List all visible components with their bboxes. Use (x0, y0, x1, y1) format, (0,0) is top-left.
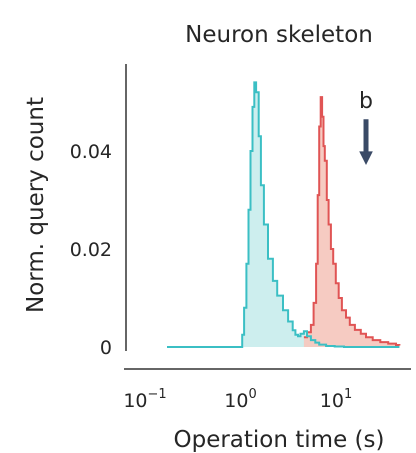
y-tick-label: 0.02 (70, 239, 112, 261)
y-tick-labels: 0 0.02 0.04 (70, 141, 112, 359)
x-tick-label: 101 (320, 387, 352, 412)
series-red-area (303, 97, 400, 347)
series-red-line (303, 96, 401, 346)
y-tick-label: 0.04 (70, 141, 112, 163)
x-tick-label: 10−1 (123, 387, 166, 412)
x-tick-label: 100 (224, 387, 256, 412)
chart-title: Neuron skeleton (185, 22, 373, 48)
y-axis-label: Norm. query count (23, 97, 49, 313)
series-cyan-line (167, 81, 400, 348)
annotation-label: b (359, 89, 373, 114)
annotation-arrow (359, 119, 373, 166)
plot-area (167, 81, 401, 348)
x-tick-labels: 10−1 100 101 (123, 387, 352, 412)
x-axis-label: Operation time (s) (174, 427, 385, 453)
annotation-b: b (359, 89, 373, 166)
y-tick-label: 0 (100, 337, 112, 359)
